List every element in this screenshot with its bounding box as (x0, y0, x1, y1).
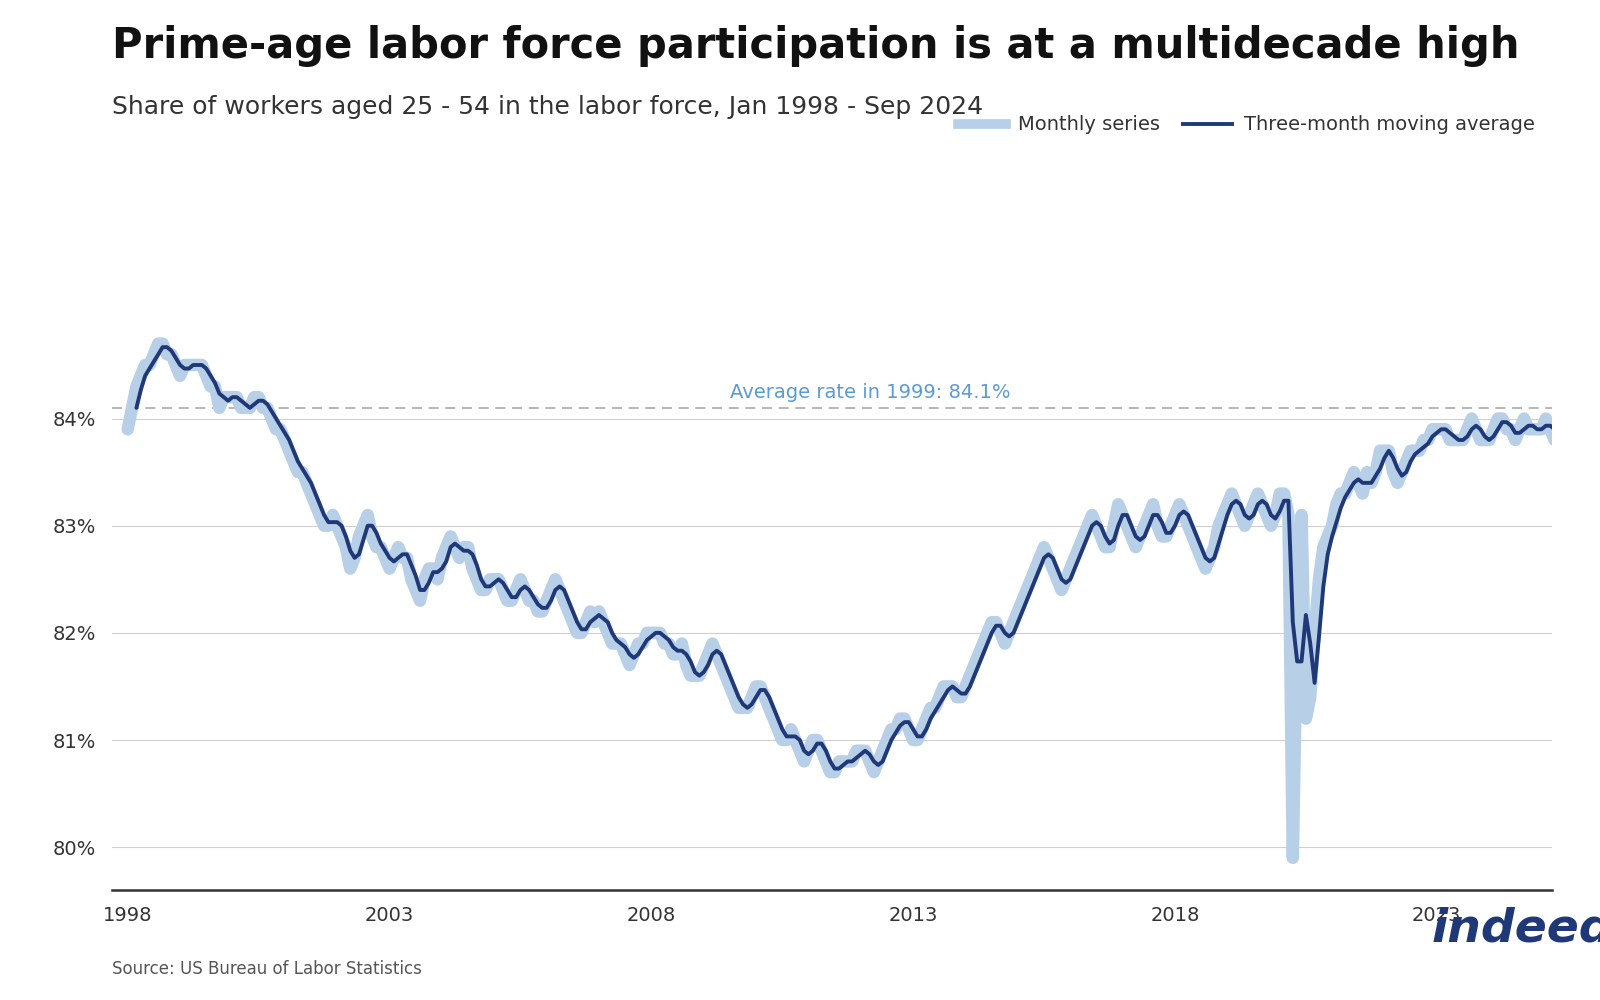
Text: Average rate in 1999: 84.1%: Average rate in 1999: 84.1% (730, 383, 1010, 402)
Legend: Monthly series, Three-month moving average: Monthly series, Three-month moving avera… (950, 108, 1542, 142)
Text: indeed: indeed (1432, 907, 1600, 952)
Text: Source: US Bureau of Labor Statistics: Source: US Bureau of Labor Statistics (112, 960, 422, 978)
Text: Share of workers aged 25 - 54 in the labor force, Jan 1998 - Sep 2024: Share of workers aged 25 - 54 in the lab… (112, 95, 982, 119)
Text: Prime-age labor force participation is at a multidecade high: Prime-age labor force participation is a… (112, 25, 1520, 67)
